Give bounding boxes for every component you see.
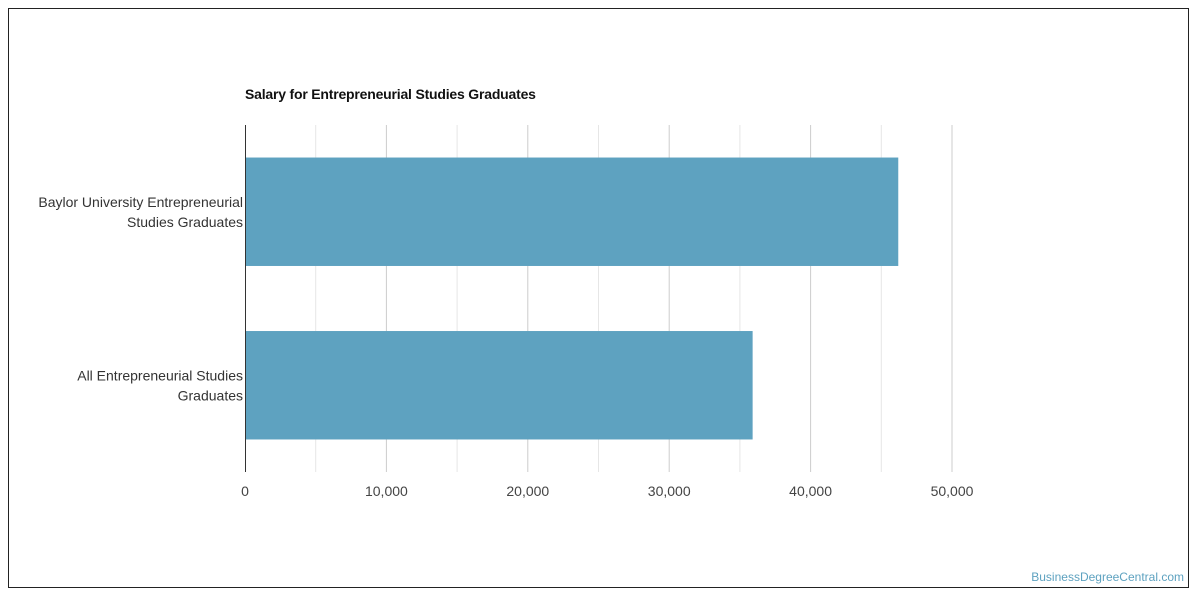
x-tick-label: 20,000 (506, 483, 549, 499)
x-tick-label: 10,000 (365, 483, 408, 499)
x-tick-label: 0 (241, 483, 249, 499)
x-tick-label: 30,000 (648, 483, 691, 499)
bar (245, 331, 753, 440)
category-label: Baylor University Entrepreneurial Studies… (38, 194, 243, 230)
bar (245, 157, 899, 266)
x-tick-label: 40,000 (789, 483, 832, 499)
chart-title: Salary for Entrepreneurial Studies Gradu… (245, 86, 536, 102)
category-label: All Entrepreneurial Studies Graduates (77, 367, 243, 403)
x-tick-label: 50,000 (931, 483, 974, 499)
watermark: BusinessDegreeCentral.com (1031, 570, 1184, 584)
